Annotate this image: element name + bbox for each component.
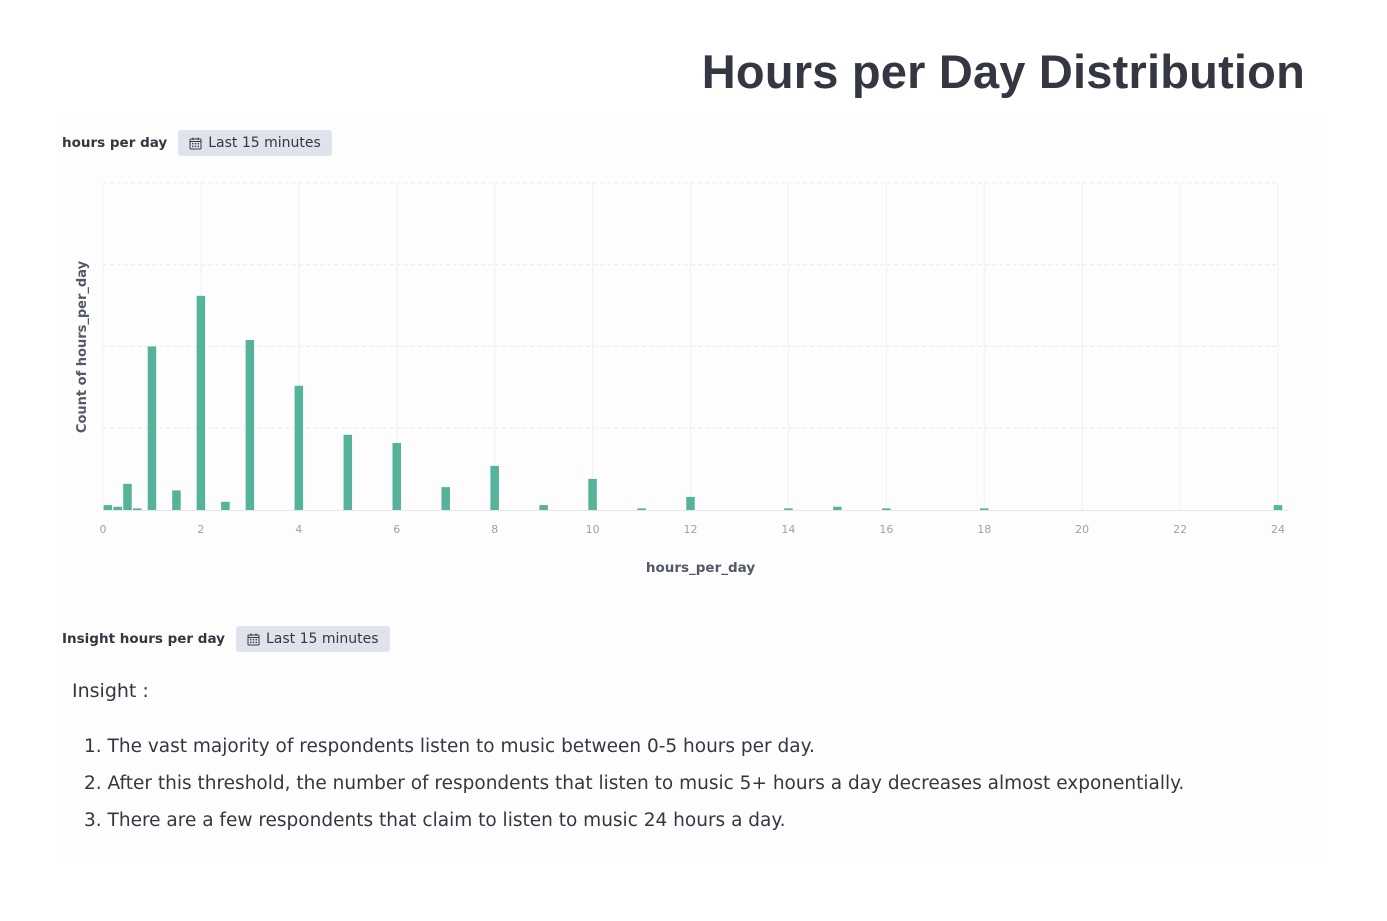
x-tick-label: 24 bbox=[1271, 523, 1285, 536]
histogram-bar bbox=[882, 508, 891, 510]
chart-time-range-badge[interactable]: Last 15 minutes bbox=[178, 130, 332, 156]
dashboard-panel-area bbox=[56, 118, 1321, 863]
histogram-bar bbox=[123, 483, 132, 510]
calendar-icon bbox=[247, 633, 260, 646]
histogram-bar bbox=[686, 496, 695, 510]
x-tick-label: 22 bbox=[1173, 523, 1187, 536]
x-tick-label: 10 bbox=[586, 523, 600, 536]
histogram-bar bbox=[221, 501, 230, 510]
calendar-icon bbox=[189, 137, 202, 150]
histogram-bar bbox=[833, 506, 842, 510]
histogram-bar bbox=[392, 442, 401, 510]
histogram-bar bbox=[245, 339, 255, 510]
insight-item-number: 2. bbox=[84, 773, 102, 794]
insight-item: 3. There are a few respondents that clai… bbox=[84, 807, 1184, 844]
histogram-bar bbox=[637, 508, 646, 510]
page-title: Hours per Day Distribution bbox=[701, 45, 1305, 98]
chart-panel-header: hours per day Last 15 minutes bbox=[62, 130, 332, 156]
histogram-bar bbox=[441, 487, 450, 510]
histogram-bar bbox=[539, 505, 548, 510]
insight-panel-header: Insight hours per day Last 15 minutes bbox=[62, 626, 390, 652]
histogram-bar bbox=[980, 508, 989, 510]
insight-item: 1. The vast majority of respondents list… bbox=[84, 733, 1184, 770]
x-tick-label: 20 bbox=[1075, 523, 1089, 536]
insight-panel-title: Insight hours per day bbox=[62, 631, 225, 647]
x-tick-label: 0 bbox=[100, 523, 107, 536]
insight-item-number: 1. bbox=[84, 736, 102, 757]
x-tick-label: 14 bbox=[781, 523, 795, 536]
histogram-bar bbox=[113, 506, 122, 510]
insight-list: 1. The vast majority of respondents list… bbox=[84, 733, 1184, 844]
y-axis-label: Count of hours_per_day bbox=[75, 260, 90, 433]
insight-item: 2. After this threshold, the number of r… bbox=[84, 770, 1184, 807]
insight-item-text: There are a few respondents that claim t… bbox=[107, 810, 786, 831]
x-tick-label: 8 bbox=[491, 523, 498, 536]
x-axis-ticks: 0 2 4 6 8 10 12 14 16 18 20 22 24 bbox=[100, 523, 1286, 536]
x-tick-label: 18 bbox=[977, 523, 991, 536]
x-tick-label: 16 bbox=[879, 523, 893, 536]
histogram-bar bbox=[294, 385, 304, 510]
insight-item-number: 3. bbox=[84, 810, 102, 831]
histogram-bar bbox=[588, 478, 597, 510]
histogram-bar bbox=[1273, 505, 1283, 510]
histogram-bar bbox=[490, 465, 499, 510]
chart-panel-title: hours per day bbox=[62, 135, 168, 151]
histogram-bar bbox=[147, 346, 157, 510]
histogram-bar bbox=[133, 508, 142, 510]
insight-time-range-badge[interactable]: Last 15 minutes bbox=[235, 626, 390, 652]
histogram-bar bbox=[103, 505, 113, 510]
x-tick-label: 4 bbox=[295, 523, 302, 536]
chart-bars bbox=[103, 295, 1283, 510]
histogram-bar bbox=[784, 508, 793, 510]
x-tick-label: 2 bbox=[197, 523, 204, 536]
x-tick-label: 6 bbox=[393, 523, 400, 536]
histogram-bar bbox=[343, 434, 353, 510]
chart-time-range-label: Last 15 minutes bbox=[208, 135, 321, 151]
hours-histogram-chart[interactable]: 0 2 4 6 8 10 12 14 16 18 20 22 24 hours_per_day Coun… bbox=[56, 165, 1306, 585]
insight-item-text: After this threshold, the number of resp… bbox=[107, 773, 1185, 794]
insight-item-text: The vast majority of respondents listen … bbox=[107, 736, 815, 757]
histogram-bar bbox=[196, 295, 206, 510]
x-tick-label: 12 bbox=[684, 523, 698, 536]
histogram-bar bbox=[172, 490, 181, 510]
insight-time-range-label: Last 15 minutes bbox=[265, 631, 379, 647]
chart-grid bbox=[102, 182, 1288, 511]
insight-heading: Insight : bbox=[72, 680, 149, 702]
x-axis-label: hours_per_day bbox=[646, 560, 756, 576]
